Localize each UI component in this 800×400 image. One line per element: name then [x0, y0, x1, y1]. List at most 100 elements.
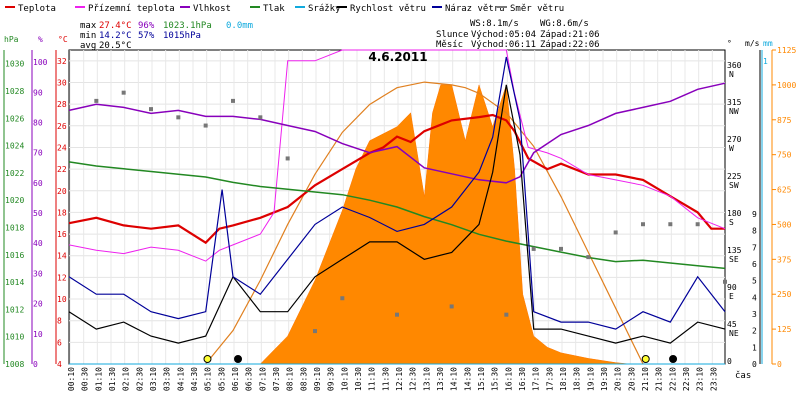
celsius-tick-4: 24 — [57, 143, 67, 152]
direction-tick-8: 0 — [727, 357, 732, 366]
time-tick-15: 07:30 — [272, 367, 281, 391]
time-tick-47: 23:30 — [709, 367, 718, 391]
celsius-axis-title: °C — [58, 35, 68, 44]
time-tick-44: 22:10 — [668, 367, 677, 391]
stats-avg-label: avg — [80, 41, 96, 51]
time-tick-46: 23:10 — [696, 367, 705, 391]
celsius-tick-9: 14 — [57, 252, 67, 261]
time-tick-12: 06:10 — [231, 367, 240, 391]
wind-gust-info: WG:8.6m/s — [540, 19, 589, 29]
wind-direction-point — [121, 90, 126, 95]
sun-set: Západ:21:06 — [540, 30, 600, 40]
legend-label-4: Srážky — [308, 4, 341, 14]
time-tick-13: 06:30 — [245, 367, 254, 391]
hpa-tick-7: 1016 — [5, 251, 24, 260]
wind-tick-1: 8 — [752, 227, 757, 236]
stats-max-temp: 27.4°C — [99, 21, 132, 31]
celsius-tick-5: 22 — [57, 165, 67, 174]
celsius-tick-13: 6 — [57, 338, 62, 347]
direction-tick-dir-7: NE — [729, 329, 739, 338]
time-tick-26: 13:10 — [422, 367, 431, 391]
percent-tick-3: 70 — [33, 149, 43, 158]
rain-axis-title: mm — [763, 39, 773, 48]
time-tick-21: 10:30 — [354, 367, 363, 391]
celsius-tick-8: 16 — [57, 230, 67, 239]
moon-marker-0 — [234, 355, 243, 363]
direction-tick-0: 360 — [727, 61, 742, 70]
wind-tick-6: 3 — [752, 310, 757, 319]
solar-tick-7: 250 — [777, 290, 792, 299]
solar-tick-4: 625 — [777, 186, 792, 195]
sun-marker-0 — [203, 355, 212, 363]
direction-tick-dir-4: S — [729, 218, 734, 227]
series-line-5 — [68, 84, 726, 344]
wind-axis-title: m/s — [745, 39, 760, 48]
time-tick-6: 03:10 — [149, 367, 158, 391]
wind-direction-point — [395, 312, 399, 317]
time-tick-24: 12:10 — [395, 367, 404, 391]
percent-axis-title: % — [38, 35, 43, 44]
wind-direction-point — [531, 246, 536, 251]
wind-direction-point — [641, 222, 645, 227]
celsius-tick-14: 4 — [57, 360, 62, 369]
hpa-tick-11: 1008 — [5, 360, 24, 369]
direction-tick-4: 180 — [727, 209, 742, 218]
time-tick-41: 20:30 — [627, 367, 636, 391]
legend-swatch-3 — [250, 6, 260, 8]
wind-direction-point — [313, 329, 317, 334]
time-tick-28: 14:10 — [450, 367, 459, 391]
direction-tick-7: 45 — [727, 320, 737, 329]
wind-direction-point — [258, 115, 263, 120]
time-tick-36: 18:10 — [559, 367, 568, 391]
legend-label-5: Rychlost větru — [350, 4, 426, 14]
wind-direction-point — [504, 312, 509, 317]
wind-direction-point — [149, 107, 153, 112]
legend-label-0: Teplota — [18, 4, 56, 14]
rain-tick-0: 1 — [763, 57, 768, 66]
time-tick-22: 11:10 — [368, 367, 377, 391]
legend-swatch-4 — [295, 6, 305, 8]
wind-direction-point — [613, 230, 618, 235]
hpa-tick-8: 1014 — [5, 278, 24, 287]
time-tick-35: 17:30 — [545, 367, 554, 391]
direction-tick-dir-2: W — [729, 144, 734, 153]
time-tick-23: 11:30 — [381, 367, 390, 391]
direction-tick-dir-3: SW — [729, 181, 739, 190]
astro-block: WS:8.1m/s WG:8.6m/s Slunce Východ:05:04 … — [436, 19, 600, 50]
direction-tick-dir-0: N — [729, 70, 734, 79]
stats-min-hum: 57% — [138, 31, 155, 41]
wind-direction-point — [285, 156, 290, 161]
time-tick-30: 15:10 — [477, 367, 486, 391]
solar-tick-5: 500 — [777, 220, 792, 229]
solar-layer — [192, 81, 644, 365]
legend: Teplota Přízemní teplota Vlhkost Tlak Srážky… — [0, 0, 800, 16]
wind-direction-point — [203, 123, 208, 128]
direction-tick-2: 270 — [727, 135, 742, 144]
time-tick-5: 02:30 — [135, 367, 144, 391]
wind-tick-7: 2 — [752, 327, 757, 336]
wind-direction-point — [449, 304, 454, 309]
legend-label-6: Náraz větru — [445, 4, 505, 14]
hpa-axis-title: hPa — [4, 35, 19, 44]
celsius-tick-10: 12 — [57, 273, 67, 282]
stats-max-rain: 0.0mm — [226, 21, 253, 31]
legend-swatch-6 — [432, 6, 442, 8]
wind-tick-2: 7 — [752, 243, 757, 252]
hpa-tick-2: 1026 — [5, 114, 24, 123]
wind-direction-point — [668, 222, 673, 227]
time-tick-3: 01:30 — [108, 367, 117, 391]
wind-direction-point — [559, 246, 563, 251]
percent-tick-0: 100 — [33, 58, 48, 67]
hpa-tick-5: 1020 — [5, 196, 24, 205]
legend-label-7: Směr větru — [510, 4, 564, 14]
stats-min-press: 1015hPa — [163, 31, 201, 41]
time-tick-14: 07:10 — [258, 367, 267, 391]
solar-tick-2: 875 — [777, 116, 792, 125]
percent-tick-2: 80 — [33, 118, 43, 127]
chart-title: 4.6.2011 — [368, 50, 427, 64]
celsius-tick-0: 32 — [57, 57, 67, 66]
direction-tick-1: 315 — [727, 98, 742, 107]
hpa-tick-3: 1024 — [5, 142, 24, 151]
legend-label-3: Tlak — [263, 4, 285, 14]
time-tick-29: 14:30 — [463, 367, 472, 391]
